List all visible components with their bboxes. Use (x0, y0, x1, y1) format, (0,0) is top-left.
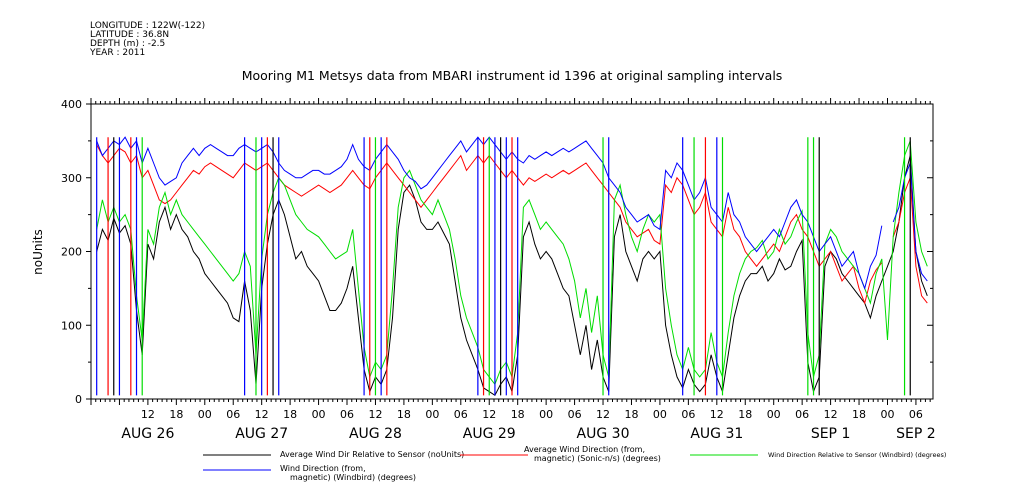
x-hour-label-10: 00 (425, 408, 439, 421)
x-hour-label-16: 12 (596, 408, 610, 421)
plot-lines (96, 136, 928, 397)
x-hour-label-23: 06 (795, 408, 809, 421)
x-hour-label-7: 06 (340, 408, 354, 421)
x-day-label-2: AUG 28 (349, 426, 402, 442)
x-hour-label-2: 00 (198, 408, 212, 421)
x-day-label-7: SEP 2 (896, 426, 936, 442)
meta-longitude: LONGITUDE : 122W(-122) (90, 21, 206, 31)
x-hour-label-6: 00 (312, 408, 326, 421)
x-day-label-6: SEP 1 (811, 426, 851, 442)
x-hour-label-3: 06 (226, 408, 240, 421)
x-hour-label-12: 12 (482, 408, 496, 421)
axes-frame: 0 100 200 300 400 12 18 00 06 12 18 00 06 12 18 00 06 12 1… (61, 98, 936, 442)
x-hour-label-13: 18 (511, 408, 525, 421)
x-hour-label-21: 18 (738, 408, 752, 421)
x-hour-label-27: 06 (909, 408, 923, 421)
x-day-label-4: AUG 30 (577, 426, 630, 442)
x-hour-label-26: 00 (880, 408, 894, 421)
y-tick-label-4: 400 (61, 98, 82, 111)
x-hour-label-5: 18 (283, 408, 297, 421)
x-hour-label-17: 18 (624, 408, 638, 421)
y-tick-label-3: 300 (61, 172, 82, 185)
x-day-label-0: AUG 26 (121, 426, 174, 442)
x-hour-label-22: 00 (767, 408, 781, 421)
x-day-label-3: AUG 29 (463, 426, 516, 442)
y-tick-label-0: 0 (75, 393, 82, 406)
x-hour-label-20: 12 (710, 408, 724, 421)
legend-label-3: magnetic) (Windbird) (degrees) (290, 473, 416, 482)
legend: Average Wind Dir Relative to Sensor (noU… (203, 445, 946, 482)
legend-label-1: magnetic) (Sonic-n/s) (degrees) (534, 454, 661, 463)
x-hour-label-0: 12 (141, 408, 155, 421)
legend-label-2: Wind Direction Relative to Sensor (Windb… (768, 451, 946, 459)
x-hour-label-1: 18 (169, 408, 183, 421)
x-hour-label-9: 18 (397, 408, 411, 421)
x-hour-label-18: 00 (653, 408, 667, 421)
x-hour-label-19: 06 (681, 408, 695, 421)
chart-title: Mooring M1 Metsys data from MBARI instru… (242, 68, 783, 83)
y-axis-label: noUnits (31, 229, 45, 275)
legend-label-1: Average Wind Direction (from, (524, 445, 645, 454)
y-tick-label-2: 200 (61, 246, 82, 259)
x-hour-label-15: 06 (568, 408, 582, 421)
x-hour-label-4: 12 (255, 408, 269, 421)
header-meta: LONGITUDE : 122W(-122) LATITUDE : 36.8N … (90, 22, 205, 58)
x-day-label-5: AUG 31 (690, 426, 743, 442)
x-hour-label-11: 06 (454, 408, 468, 421)
meta-year: YEAR : 2011 (90, 48, 146, 58)
meta-depth: DEPTH (m) : -2.5 (90, 39, 166, 49)
x-day-label-1: AUG 27 (235, 426, 288, 442)
y-tick-label-1: 100 (61, 319, 82, 332)
legend-label-3: Wind Direction (from, (280, 464, 366, 473)
meta-latitude: LATITUDE : 36.8N (90, 30, 170, 40)
x-hour-label-24: 12 (824, 408, 838, 421)
x-hour-label-14: 00 (539, 408, 553, 421)
legend-label-0: Average Wind Dir Relative to Sensor (noU… (280, 450, 464, 459)
x-hour-label-8: 12 (368, 408, 382, 421)
x-hour-label-25: 18 (852, 408, 866, 421)
